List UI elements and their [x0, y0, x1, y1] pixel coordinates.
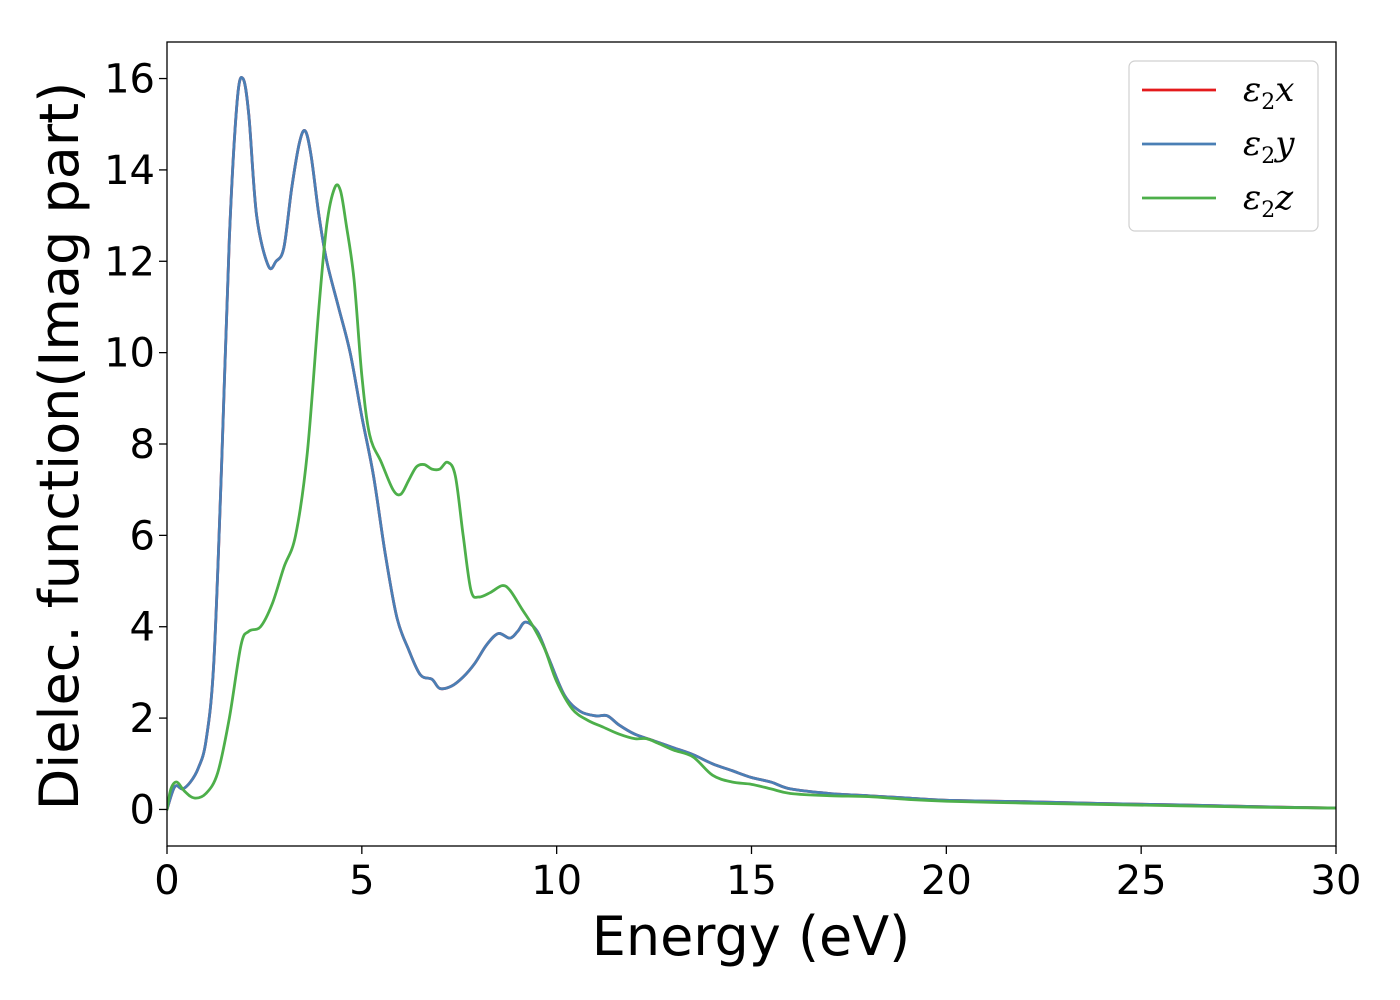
x-tick-label: 25 [1116, 858, 1167, 904]
y-tick-label: 14 [104, 148, 155, 194]
legend-label-z: ε2z [1243, 178, 1294, 223]
y-tick-label: 2 [130, 696, 155, 742]
legend-label-x: ε2x [1243, 70, 1294, 115]
x-tick-label: 0 [154, 858, 179, 904]
y-tick-label: 0 [130, 787, 155, 833]
x-tick-label: 20 [921, 858, 972, 904]
x-tick-label: 5 [349, 858, 374, 904]
x-tick-label: 30 [1311, 858, 1362, 904]
legend-label-y: ε2y [1243, 124, 1295, 169]
legend-box [1128, 60, 1319, 232]
series-layer [167, 76, 1336, 811]
y-tick-label: 6 [130, 513, 155, 559]
y-tick-label: 16 [104, 57, 155, 103]
y-tick-label: 10 [104, 331, 155, 377]
x-tick-label: 15 [726, 858, 777, 904]
x-axis-label: Energy (eV) [592, 905, 911, 968]
x-tick-label: 10 [531, 858, 582, 904]
series-line-y [167, 76, 1336, 811]
y-tick-label: 8 [130, 422, 155, 468]
series-line-z [167, 183, 1336, 811]
legend: ε2x ε2y ε2z [1128, 60, 1319, 232]
y-tick-label: 12 [104, 239, 155, 285]
y-axis-label: Dielec. function(Imag part) [28, 82, 91, 811]
y-tick-label: 4 [130, 605, 155, 651]
axes-layer: 0 5 10 15 20 25 30 0 2 4 6 8 10 12 14 16 [104, 41, 1362, 904]
